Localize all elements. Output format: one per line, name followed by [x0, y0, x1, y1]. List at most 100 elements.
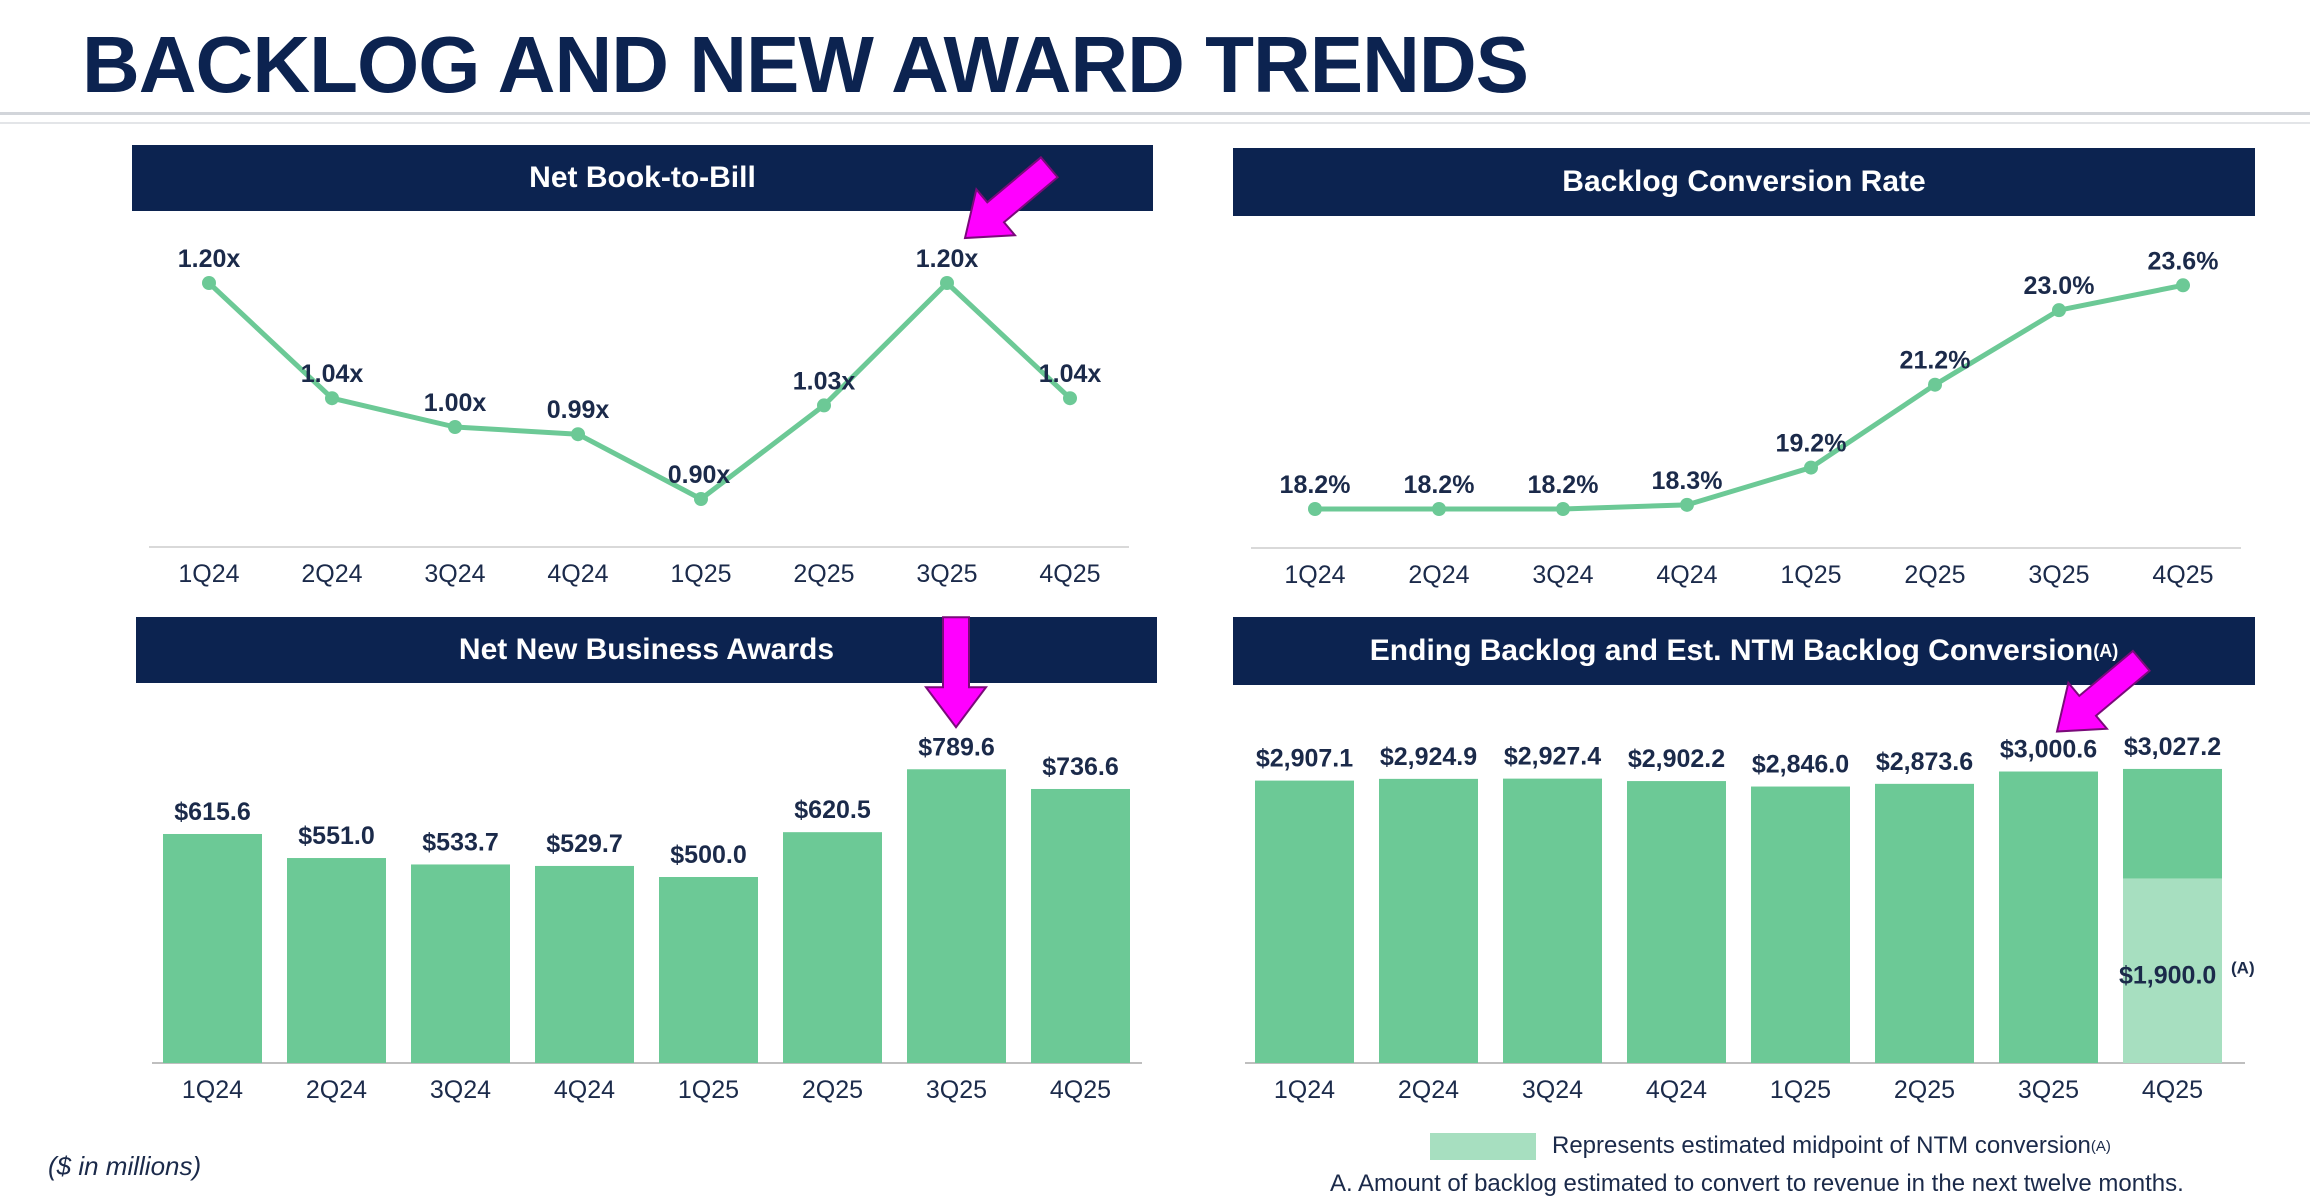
- new_awards-tick-label: 3Q25: [926, 1076, 987, 1104]
- ending_backlog-tick-label: 2Q25: [1894, 1076, 1955, 1104]
- units-note: ($ in millions): [48, 1151, 202, 1181]
- ntm-conversion-sup: (A): [2231, 958, 2255, 977]
- book_to_bill-data-label: 1.20x: [178, 245, 241, 273]
- book_to_bill-point: [202, 276, 216, 290]
- conversion_rate-series-line: [1315, 282, 2184, 512]
- legend-swatch: [1430, 1132, 1536, 1160]
- book_to_bill-point: [817, 398, 831, 413]
- conversion_rate-data-label: 18.2%: [1280, 471, 1351, 499]
- book_to_bill-data-label: 0.90x: [668, 461, 731, 489]
- book_to_bill-data-label: 1.04x: [1039, 360, 1102, 388]
- book_to_bill-data-label: 1.00x: [424, 389, 487, 417]
- new-awards-header: Net New Business Awards: [136, 617, 1157, 683]
- conversion_rate-point: [1308, 502, 1322, 516]
- new_awards-bar: [1031, 788, 1130, 1063]
- new_awards-data-label: $500.0: [670, 841, 746, 869]
- new_awards-tick-label: 2Q25: [802, 1076, 863, 1104]
- ending-backlog-highlight-arrow-shape: [2055, 649, 2152, 733]
- new-awards-title: Net New Business Awards: [458, 633, 835, 666]
- new_awards-data-label: $529.7: [546, 830, 622, 858]
- conversion_rate-data-label: 18.3%: [1652, 467, 1723, 495]
- ntm-conversion-bar: [2123, 878, 2222, 1063]
- new_awards-bar: [783, 832, 882, 1063]
- ntm-conversion-label: $1,900.0: [2119, 961, 2216, 989]
- ending_backlog-tick-label: 4Q25: [2142, 1076, 2203, 1104]
- conversion_rate-tick-label: 2Q25: [1904, 561, 1965, 589]
- conversion_rate-point: [2176, 278, 2190, 293]
- conversion_rate-point: [1432, 502, 1446, 516]
- book_to_bill-tick-label: 2Q24: [301, 560, 362, 588]
- new-awards-chart: $615.6 1Q24 $551.0 2Q24 $533.7 3Q24 $529.7 4Q24…: [152, 616, 1142, 1104]
- new_awards-data-label: $551.0: [298, 822, 374, 850]
- conversion_rate-tick-label: 3Q24: [1532, 561, 1593, 589]
- ending_backlog-bar: [1503, 778, 1602, 1063]
- conversion_rate-tick-label: 1Q25: [1780, 561, 1841, 589]
- book_to_bill-data-label: 1.20x: [916, 245, 979, 273]
- book-to-bill-highlight-arrow: [963, 155, 1060, 240]
- book_to_bill-data-label: 1.03x: [793, 367, 856, 395]
- ending_backlog-data-label: $2,924.9: [1380, 743, 1477, 771]
- ending_backlog-data-label: $2,927.4: [1504, 743, 1601, 771]
- new_awards-tick-label: 3Q24: [430, 1076, 491, 1104]
- new_awards-tick-label: 2Q24: [306, 1076, 367, 1104]
- ending-backlog-title: Ending Backlog and Est. NTM Backlog Conv…: [1369, 634, 2094, 667]
- conversion_rate-data-label: 18.2%: [1404, 471, 1475, 499]
- ending_backlog-data-label: $2,902.2: [1628, 745, 1725, 773]
- ending_backlog-data-label: $2,846.0: [1752, 751, 1849, 779]
- ending-backlog-highlight-arrow: [2055, 649, 2152, 733]
- ending_backlog-tick-label: 1Q24: [1274, 1076, 1335, 1104]
- new_awards-tick-label: 4Q25: [1050, 1076, 1111, 1104]
- ending_backlog-tick-label: 4Q24: [1646, 1076, 1707, 1104]
- book_to_bill-series-line: [207, 280, 1072, 502]
- book-to-bill-header: Net Book-to-Bill: [132, 145, 1153, 211]
- new_awards-data-label: $533.7: [422, 828, 498, 856]
- legend-label: Represents estimated midpoint of NTM con…: [1552, 1132, 2091, 1159]
- new_awards-data-label: $620.5: [794, 796, 871, 824]
- ending_backlog-tick-label: 3Q25: [2018, 1076, 2079, 1104]
- ending-backlog-title-sup: (A): [2093, 640, 2119, 661]
- new_awards-data-label: $615.6: [174, 798, 250, 826]
- ending_backlog-bar: [1255, 780, 1354, 1063]
- book_to_bill-tick-label: 4Q25: [1039, 560, 1100, 588]
- book-to-bill-chart: 1.20x 1Q24 1.04x 2Q24 1.00x 3Q24 0.99x 4Q24 0.90…: [149, 155, 1129, 588]
- footnote: A. Amount of backlog estimated to conver…: [1330, 1170, 2184, 1197]
- conversion_rate-data-label: 23.0%: [2024, 272, 2095, 300]
- book_to_bill-point: [571, 427, 585, 442]
- new_awards-bar: [907, 769, 1006, 1063]
- new_awards-bar: [163, 833, 262, 1063]
- page-title: BACKLOG AND NEW AWARD TRENDS: [82, 20, 1529, 109]
- legend: Represents estimated midpoint of NTM con…: [1430, 1132, 2111, 1160]
- ending_backlog-bar: [1999, 771, 2098, 1063]
- book_to_bill-point: [1063, 391, 1077, 406]
- ending_backlog-tick-label: 3Q24: [1522, 1076, 1583, 1104]
- book_to_bill-point: [694, 492, 708, 506]
- book_to_bill-data-label: 1.04x: [301, 360, 364, 388]
- new_awards-bar: [287, 858, 386, 1063]
- ending_backlog-tick-label: 1Q25: [1770, 1076, 1831, 1104]
- ending_backlog-data-label: $3,000.6: [2000, 736, 2097, 764]
- book_to_bill-point: [448, 420, 462, 434]
- ending-backlog-chart: $2,907.1 1Q24 $2,924.9 2Q24 $2,927.4 3Q24 $2,9…: [1245, 649, 2255, 1104]
- conversion_rate-tick-label: 3Q25: [2028, 561, 2089, 589]
- ending_backlog-bar: [1751, 786, 1850, 1063]
- book_to_bill-tick-label: 4Q24: [547, 560, 608, 588]
- ending_backlog-data-label: $3,027.2: [2124, 733, 2221, 761]
- ending_backlog-data-label: $2,907.1: [1256, 745, 1353, 773]
- book_to_bill-tick-label: 1Q24: [178, 560, 239, 588]
- conversion_rate-data-label: 23.6%: [2148, 247, 2219, 275]
- conversion_rate-tick-label: 4Q24: [1656, 561, 1717, 589]
- new_awards-tick-label: 1Q25: [678, 1076, 739, 1104]
- conversion_rate-point: [1804, 460, 1818, 475]
- new-awards-highlight-arrow: [924, 616, 988, 729]
- ending_backlog-tick-label: 2Q24: [1398, 1076, 1459, 1104]
- conversion-rate-chart: 18.2% 1Q24 18.2% 2Q24 18.2% 3Q24 18.3% 4Q24 19.2…: [1251, 247, 2241, 589]
- legend-sup: (A): [2090, 1137, 2111, 1155]
- title-divider: [0, 112, 2310, 124]
- book_to_bill-data-label: 0.99x: [547, 396, 610, 424]
- conversion_rate-tick-label: 4Q25: [2152, 561, 2213, 589]
- book_to_bill-tick-label: 2Q25: [793, 560, 854, 588]
- conversion_rate-point: [1680, 497, 1694, 512]
- book-to-bill-highlight-arrow-shape: [963, 155, 1060, 240]
- new_awards-data-label: $789.6: [918, 733, 994, 761]
- conversion_rate-point: [2052, 303, 2066, 318]
